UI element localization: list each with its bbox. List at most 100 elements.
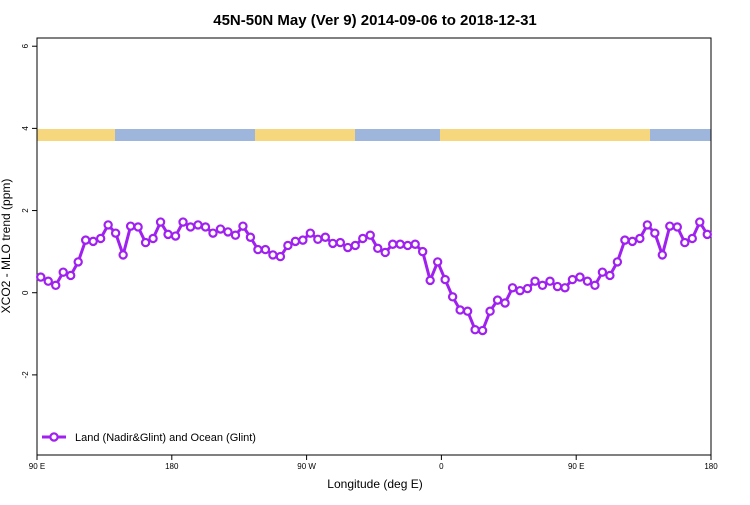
- data-point: [88, 236, 98, 247]
- data-point: [58, 267, 68, 277]
- data-point: [215, 224, 226, 234]
- y-tick-label: 6: [21, 43, 30, 48]
- data-point: [627, 236, 638, 247]
- data-point: [253, 244, 263, 255]
- data-point: [522, 283, 533, 294]
- data-point: [185, 222, 196, 232]
- data-point: [223, 227, 233, 237]
- data-point: [305, 228, 316, 238]
- data-point: [200, 222, 211, 232]
- data-point: [170, 231, 181, 241]
- data-point: [178, 217, 188, 227]
- data-point: [695, 217, 705, 227]
- land-band: [37, 129, 115, 141]
- y-tick-label: 0: [21, 290, 30, 295]
- x-axis-label: Longitude (deg E): [327, 477, 422, 491]
- y-tick-label: 4: [21, 126, 30, 131]
- data-point: [36, 272, 46, 282]
- data-point: [440, 274, 450, 285]
- data-point: [575, 272, 585, 282]
- land-band: [255, 129, 355, 141]
- plot-frame: [36, 37, 712, 456]
- x-tick-label: 90 W: [297, 462, 316, 471]
- data-point: [605, 270, 615, 281]
- data-point: [545, 276, 555, 286]
- data-point: [283, 240, 293, 251]
- data-point: [380, 247, 390, 258]
- data-point: [65, 270, 76, 281]
- data-point: [140, 237, 151, 248]
- data-point: [95, 233, 106, 244]
- data-point: [118, 250, 128, 260]
- data-point: [245, 232, 256, 242]
- data-point: [567, 274, 578, 285]
- legend-label: Land (Nadir&Glint) and Ocean (Glint): [75, 432, 256, 444]
- data-point: [238, 221, 248, 231]
- data-point: [290, 236, 301, 247]
- data-point: [462, 306, 473, 316]
- data-point: [358, 233, 368, 244]
- data-point: [560, 283, 570, 293]
- data-point: [125, 221, 136, 231]
- data-point: [350, 240, 360, 251]
- data-point: [552, 281, 563, 292]
- data-point: [477, 325, 488, 336]
- data-point: [432, 257, 443, 267]
- data-point: [650, 228, 660, 238]
- x-tick-label: 180: [165, 462, 179, 471]
- data-point: [80, 235, 91, 245]
- data-point: [208, 228, 218, 238]
- data-point: [335, 237, 345, 248]
- data-point: [395, 239, 405, 249]
- data-point: [193, 220, 203, 230]
- data-point: [590, 280, 600, 291]
- data-point: [313, 234, 323, 245]
- data-point: [657, 250, 668, 260]
- data-point: [155, 217, 166, 227]
- x-tick-label: 180: [704, 462, 718, 471]
- data-point: [73, 257, 83, 267]
- data-point: [455, 305, 465, 315]
- data-point: [635, 233, 645, 244]
- data-point: [702, 229, 712, 240]
- data-point: [507, 283, 518, 293]
- land-ocean-band: [37, 129, 711, 141]
- land-band: [440, 129, 650, 141]
- data-point: [425, 275, 435, 286]
- data-point: [51, 280, 61, 291]
- data-point: [110, 228, 121, 238]
- data-point: [665, 221, 675, 231]
- data-point: [275, 251, 286, 262]
- x-tick-label: 90 E: [29, 462, 45, 471]
- data-point: [417, 246, 428, 257]
- data-point: [485, 306, 495, 316]
- y-tick-label: -2: [21, 371, 30, 379]
- data-point: [447, 292, 458, 302]
- data-point: [268, 250, 278, 260]
- data-point: [260, 244, 271, 255]
- data-point: [470, 324, 480, 335]
- data-point: [148, 233, 158, 244]
- data-point: [515, 285, 525, 296]
- y-axis-label: XCO2 - MLO trend (ppm): [0, 179, 13, 314]
- data-point: [373, 243, 383, 254]
- data-point: [365, 230, 375, 240]
- data-point: [537, 280, 548, 291]
- data-point: [403, 240, 413, 251]
- chart-title: 45N-50N May (Ver 9) 2014-09-06 to 2018-1…: [213, 12, 537, 29]
- data-point: [642, 220, 653, 230]
- data-point: [343, 242, 353, 253]
- data-point: [133, 222, 143, 232]
- data-point: [43, 276, 53, 286]
- data-point: [500, 298, 510, 308]
- data-point: [163, 229, 173, 240]
- x-tick-label: 90 E: [568, 462, 584, 471]
- data-point: [620, 235, 630, 245]
- x-tick-label: 0: [439, 462, 444, 471]
- data-point: [597, 267, 608, 277]
- data-point: [320, 232, 331, 242]
- data-point: [530, 276, 540, 286]
- data-point: [687, 233, 697, 244]
- data-point: [612, 257, 623, 267]
